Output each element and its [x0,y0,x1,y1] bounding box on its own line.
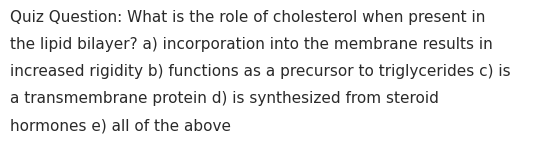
Text: increased rigidity b) functions as a precursor to triglycerides c) is: increased rigidity b) functions as a pre… [10,64,511,79]
Text: the lipid bilayer? a) incorporation into the membrane results in: the lipid bilayer? a) incorporation into… [10,37,493,52]
Text: a transmembrane protein d) is synthesized from steroid: a transmembrane protein d) is synthesize… [10,91,439,106]
Text: Quiz Question: What is the role of cholesterol when present in: Quiz Question: What is the role of chole… [10,10,485,25]
Text: hormones e) all of the above: hormones e) all of the above [10,118,231,133]
